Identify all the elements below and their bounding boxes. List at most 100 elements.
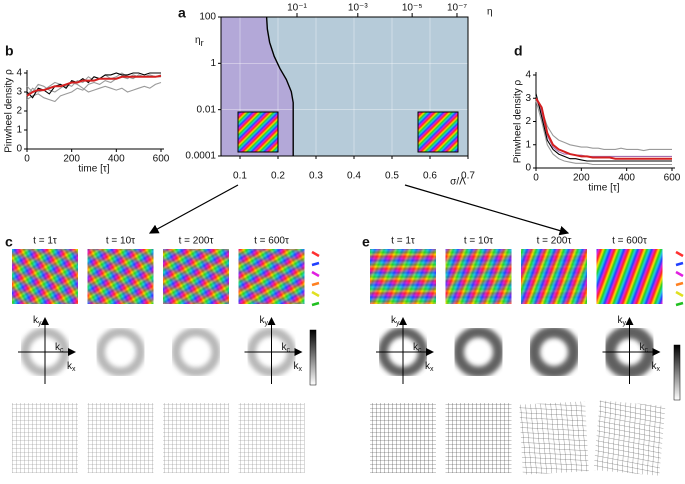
y-tick-label: 1 <box>16 125 22 136</box>
spectrum-axis-label: kx <box>652 361 661 373</box>
spectrum-axis-sub: c <box>60 347 64 354</box>
x-tick-label: 600 <box>153 154 170 165</box>
time-label: t = 10τ <box>464 236 493 247</box>
panel-label: c <box>5 234 13 250</box>
panel-label: d <box>514 43 523 59</box>
y-axis-label: Pinwheel density ρ <box>513 79 524 163</box>
x-tick-label: 400 <box>108 154 125 165</box>
panel-label: b <box>5 43 14 59</box>
x-tick-label: 0 <box>533 173 539 184</box>
spectrum-axis-sub: y <box>38 320 42 327</box>
x-tick-label: 0 <box>24 154 30 165</box>
spectrum-axis-main: k <box>425 361 431 372</box>
power-spectrum <box>171 327 221 377</box>
spectrum-axis-label: kc <box>413 342 422 354</box>
y-tick-label: 0.0001 <box>185 151 216 162</box>
y-tick-label: 4 <box>525 70 531 81</box>
spectrum-axis-main: k <box>618 315 624 326</box>
deformation-grid <box>519 401 589 475</box>
orientation-key <box>311 301 320 307</box>
time-label: t = 200τ <box>179 236 214 247</box>
spectrum-axis-sub: x <box>430 366 434 373</box>
spectrum-axis-sub: y <box>265 320 269 327</box>
x2-tick-label: 10⁻⁷ <box>447 3 467 14</box>
spectrum-axis-label: kc <box>640 342 649 354</box>
time-label: t = 200τ <box>537 236 572 247</box>
orientation-key <box>675 270 684 278</box>
x-axis-label: time [τ] <box>588 183 619 194</box>
time-label: t = 1τ <box>33 236 57 247</box>
x-tick-label: 0.5 <box>385 171 399 182</box>
x-tick-label: 0.6 <box>423 171 437 182</box>
series-line <box>535 100 672 166</box>
orientation-key <box>675 261 684 267</box>
y-tick-label: 3 <box>525 93 531 104</box>
series-line <box>535 97 672 160</box>
spectrum-axis-label: kx <box>425 361 434 373</box>
plot-frame <box>220 16 469 157</box>
x-tick-label: 200 <box>63 154 80 165</box>
spectrum-axis-sub: c <box>418 347 422 354</box>
spectrum-axis-label: ky <box>391 315 400 327</box>
x-tick-label: 0.7 <box>461 171 475 182</box>
panel-label: a <box>178 5 186 21</box>
orientation-map <box>521 249 587 304</box>
orientation-key <box>675 290 684 298</box>
series-line <box>26 81 162 97</box>
orientation-map <box>238 249 305 304</box>
x-axis-label: σ/Λ <box>450 177 466 188</box>
y-tick-label: 2 <box>16 106 22 117</box>
spectrum-axis-sub: y <box>623 320 627 327</box>
spectrum-axis-label: ky <box>33 315 42 327</box>
series-line <box>535 95 672 152</box>
orientation-key <box>311 270 320 278</box>
map-inset <box>237 111 279 153</box>
orientation-map <box>163 249 229 304</box>
spectrum-axis-label: kx <box>67 361 76 373</box>
power-spectrum <box>453 326 504 378</box>
spectrum-axis-main: k <box>652 361 658 372</box>
y-axis-label: Pinwheel density ρ <box>4 69 15 153</box>
boundary-line <box>265 16 294 156</box>
x2-tick-label: 10⁻⁵ <box>402 3 423 14</box>
y-axis-label-sub: r <box>201 38 204 48</box>
y-axis-label: ηr <box>195 35 204 49</box>
deformation-grid <box>445 403 512 473</box>
spectrum-axis-sub: c <box>287 347 291 354</box>
time-label: t = 600τ <box>254 236 289 247</box>
spectrum-axis-main: k <box>391 315 397 326</box>
orientation-key <box>311 281 320 287</box>
orientation-key <box>675 281 684 287</box>
orientation-map <box>597 249 663 304</box>
y-tick-label: 0 <box>16 144 22 155</box>
y-tick-label: 3 <box>16 87 22 98</box>
deformation-grid <box>163 403 229 473</box>
y-tick-label: 0.01 <box>197 104 217 115</box>
y-tick-label: 1 <box>210 58 216 69</box>
deformation-grid <box>12 403 78 473</box>
colorbar <box>673 344 681 401</box>
power-spectrum <box>528 326 580 378</box>
spectrum-axis-main: k <box>640 342 646 353</box>
x2-axis-label: η <box>487 7 493 18</box>
deformation-grid <box>238 403 305 473</box>
arrow <box>148 184 239 234</box>
orientation-map <box>87 249 154 304</box>
spectrum-axis-sub: y <box>396 320 400 327</box>
x2-tick-label: 10⁻¹ <box>287 3 307 14</box>
orientation-key <box>311 290 320 298</box>
spectrum-axis-main: k <box>260 315 266 326</box>
series-line <box>535 98 672 157</box>
colorbar <box>309 329 317 386</box>
arrow <box>404 184 570 236</box>
spectrum-axis-main: k <box>55 342 61 353</box>
y-tick-label: 4 <box>16 68 22 79</box>
deformation-grid <box>593 400 666 476</box>
power-spectrum <box>96 327 145 377</box>
spectrum-axis-label: kc <box>55 342 64 354</box>
y-axis-label-main: η <box>195 35 201 46</box>
map-inset <box>417 111 459 153</box>
spectrum-axis-main: k <box>413 342 419 353</box>
spectrum-axis-sub: c <box>645 347 649 354</box>
